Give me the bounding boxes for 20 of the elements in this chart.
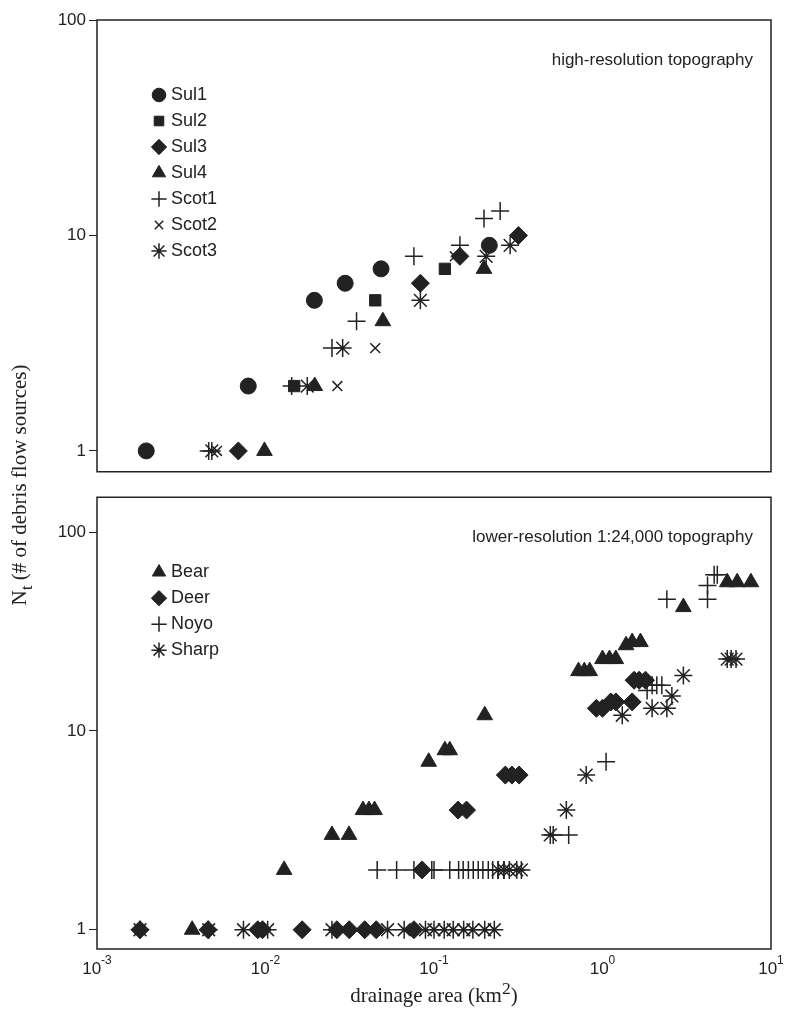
y-tick-label: 100: [57, 9, 86, 29]
y-tick-label: 1: [76, 440, 86, 460]
y-tick-label: 100: [57, 521, 86, 541]
legend-label: Sul3: [171, 135, 208, 156]
annotation: high-resolution topography: [551, 49, 754, 69]
y-tick-label: 10: [67, 225, 86, 245]
legend-label: Sul1: [171, 83, 208, 104]
legend-label: Scot2: [171, 213, 218, 234]
annotation: lower-resolution 1:24,000 topography: [472, 526, 754, 546]
legend-label: Bear: [171, 561, 210, 582]
legend-label: Sul4: [171, 161, 208, 182]
x-axis-title: drainage area (km$^{2}$): [350, 978, 518, 1007]
legend-label: Scot3: [171, 239, 218, 260]
legend-label: Deer: [171, 587, 211, 608]
legend-label: Noyo: [171, 613, 214, 634]
y-tick-label: 1: [76, 919, 86, 939]
legend-label: Sul2: [171, 109, 208, 130]
y-tick-label: 10: [67, 720, 86, 740]
legend-label: Scot1: [171, 187, 218, 208]
legend-label: Sharp: [171, 639, 220, 660]
